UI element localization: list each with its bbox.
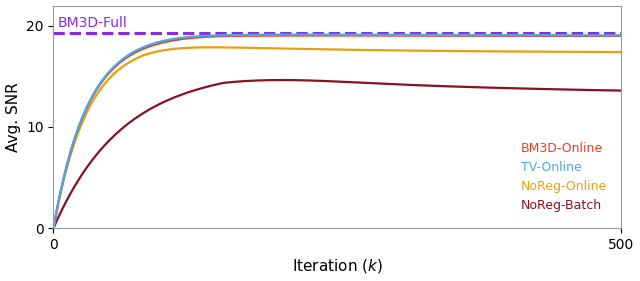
Text: BM3D-Full: BM3D-Full (58, 16, 128, 30)
Legend: BM3D-Online, TV-Online, NoReg-Online, NoReg-Batch: BM3D-Online, TV-Online, NoReg-Online, No… (516, 137, 612, 217)
X-axis label: Iteration $(k)$: Iteration $(k)$ (292, 257, 383, 275)
Y-axis label: Avg. SNR: Avg. SNR (6, 82, 20, 152)
